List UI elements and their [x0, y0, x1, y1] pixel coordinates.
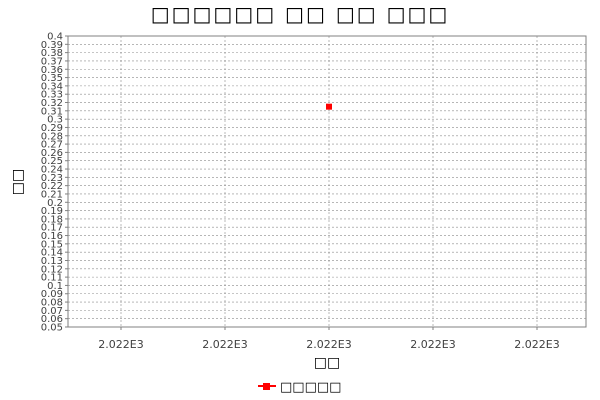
x-tick-label: 2.022E3 — [98, 338, 143, 351]
legend-label: □□□□□ — [280, 380, 341, 395]
y-tick-label: 0.27 — [41, 140, 63, 151]
y-tick-label: 0.14 — [41, 248, 63, 259]
y-tick-label: 0.18 — [41, 214, 63, 225]
y-tick-label: 0.12 — [41, 264, 63, 275]
y-tick-label: 0.34 — [41, 81, 63, 92]
y-tick-label: 0.06 — [41, 314, 63, 325]
y-tick-label: 0.39 — [41, 40, 63, 51]
y-tick-label: 0.4 — [47, 32, 63, 43]
y-tick-label: 0.13 — [41, 256, 63, 267]
x-axis-label: □□ — [314, 355, 340, 371]
y-axis-ticks: 0.40.390.380.370.360.350.340.330.320.310… — [41, 32, 68, 334]
legend: □□□□□ — [258, 380, 341, 395]
y-tick-label: 0.19 — [41, 206, 63, 217]
y-tick-label: 0.05 — [41, 323, 63, 334]
y-tick-label: 0.22 — [41, 181, 63, 192]
data-points — [326, 103, 332, 110]
y-tick-label: 0.29 — [41, 123, 63, 134]
y-tick-label: 0.32 — [41, 98, 63, 109]
y-tick-label: 0.07 — [41, 306, 63, 317]
x-tick-label: 2.022E3 — [514, 338, 559, 351]
y-tick-label: 0.11 — [41, 273, 63, 284]
y-tick-label: 0.25 — [41, 156, 63, 167]
y-tick-label: 0.37 — [41, 56, 63, 67]
y-tick-label: 0.26 — [41, 148, 63, 159]
y-axis-label: □□ — [10, 169, 26, 195]
y-tick-label: 0.28 — [41, 131, 63, 142]
y-tick-label: 0.17 — [41, 223, 63, 234]
y-tick-label: 0.16 — [41, 231, 63, 242]
x-tick-label: 2.022E3 — [306, 338, 351, 351]
x-tick-label: 2.022E3 — [410, 338, 455, 351]
y-tick-label: 0.15 — [41, 239, 63, 250]
y-tick-label: 0.09 — [41, 289, 63, 300]
y-tick-label: 0.3 — [47, 115, 63, 126]
y-tick-label: 0.08 — [41, 298, 63, 309]
y-tick-label: 0.36 — [41, 65, 63, 76]
y-tick-label: 0.33 — [41, 90, 63, 101]
y-tick-label: 0.1 — [47, 281, 63, 292]
y-tick-label: 0.2 — [47, 198, 63, 209]
y-tick-label: 0.24 — [41, 165, 63, 176]
chart-title: □□□□□□ □□ □□ □□□ — [150, 2, 450, 26]
legend-swatch-marker — [263, 383, 270, 390]
x-tick-label: 2.022E3 — [202, 338, 247, 351]
data-point — [326, 103, 332, 110]
y-tick-label: 0.31 — [41, 106, 63, 117]
y-tick-label: 0.21 — [41, 189, 63, 200]
y-tick-label: 0.23 — [41, 173, 63, 184]
plot-area — [67, 35, 587, 328]
y-tick-label: 0.38 — [41, 48, 63, 59]
y-tick-label: 0.35 — [41, 73, 63, 84]
x-axis-ticks: 2.022E3 2.022E3 2.022E3 2.022E3 2.022E3 — [98, 327, 560, 351]
grid-layer — [68, 35, 586, 328]
